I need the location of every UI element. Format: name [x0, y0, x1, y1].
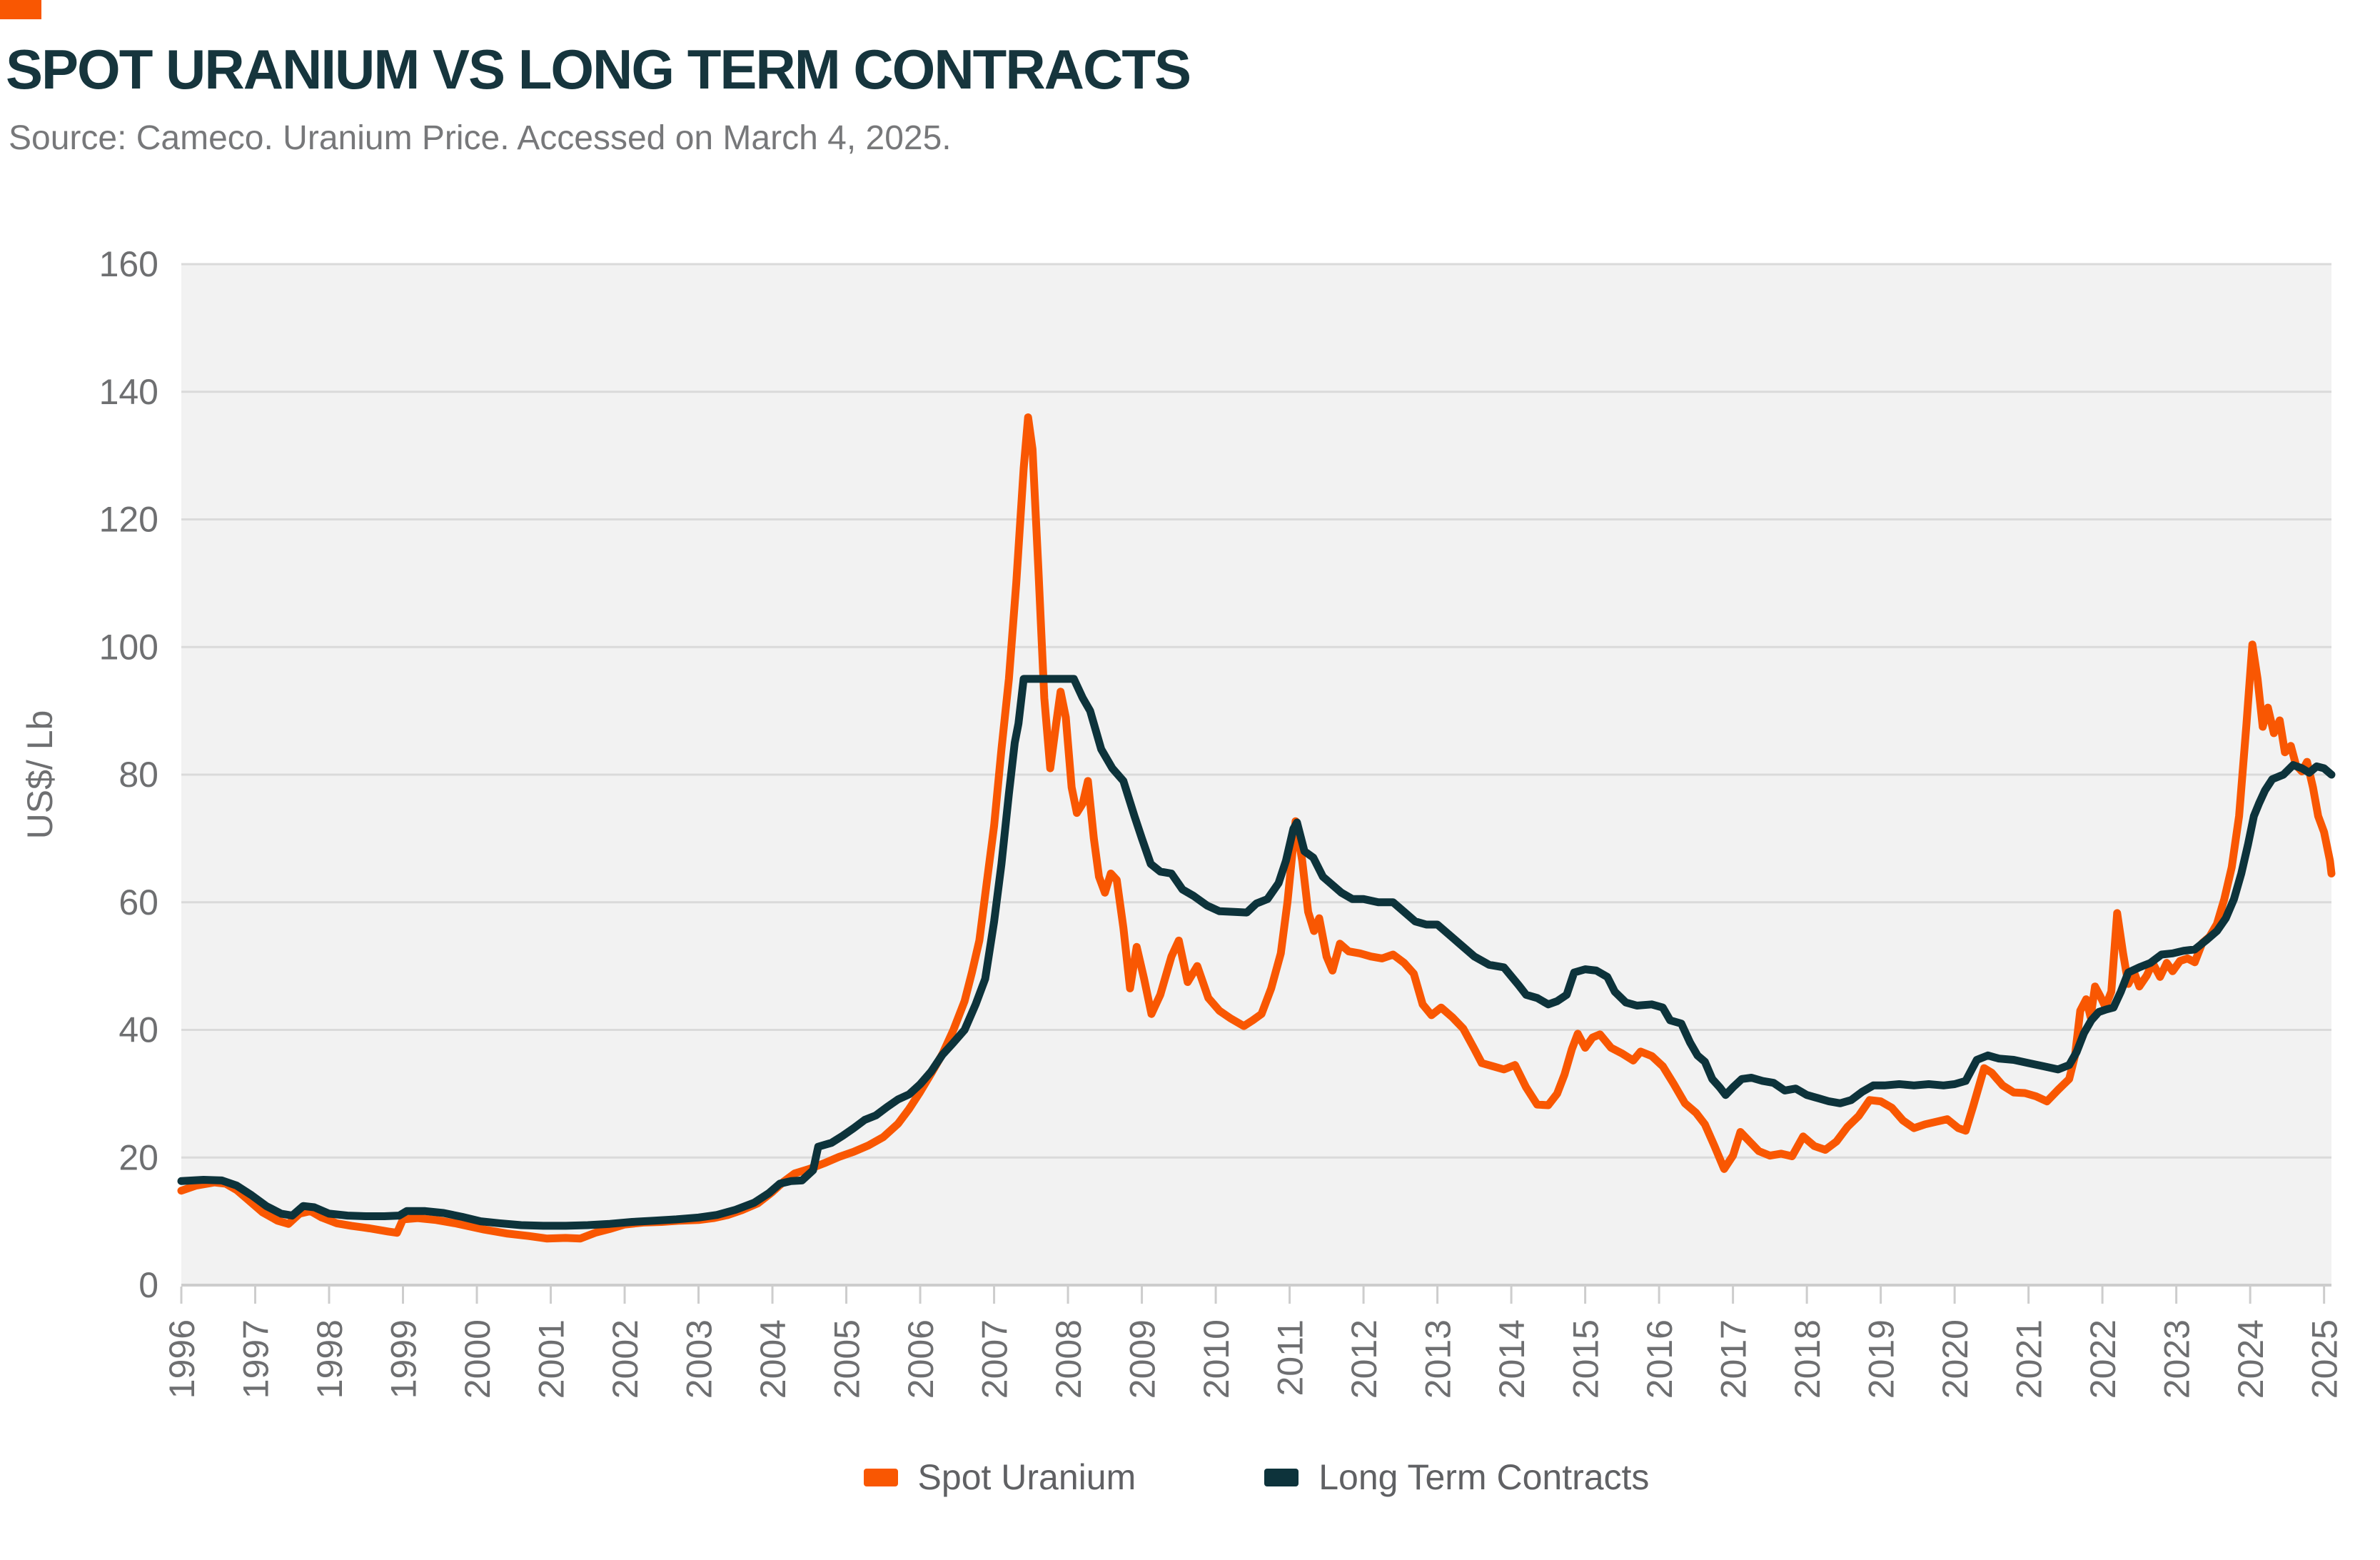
- page-title: SPOT URANIUM VS LONG TERM CONTRACTS: [6, 38, 1191, 101]
- x-tick-label: 2008: [1049, 1319, 1089, 1399]
- brand-mark: [0, 0, 41, 19]
- gridlines: [181, 263, 2331, 1159]
- y-axis-title: US$/ Lb: [20, 710, 60, 840]
- x-tick-label: 2014: [1492, 1319, 1532, 1399]
- legend-label-spot-uranium: Spot Uranium: [917, 1457, 1136, 1497]
- x-tick-label: 2005: [827, 1319, 867, 1399]
- long-term-contracts-swatch-icon: [1264, 1468, 1299, 1486]
- x-tick-label: 2009: [1123, 1319, 1163, 1399]
- x-tick-label: 2013: [1418, 1319, 1458, 1399]
- x-tick-label: 2020: [1935, 1319, 1975, 1399]
- y-tick-label: 0: [138, 1265, 158, 1305]
- x-tick-label: 2017: [1714, 1319, 1754, 1399]
- legend-label-long-term-contracts: Long Term Contracts: [1318, 1457, 1650, 1497]
- x-tick-label: 2006: [901, 1319, 941, 1399]
- x-tick-label: 1997: [236, 1319, 276, 1399]
- y-axis-tick-labels: 0 20 40 60 80 100 120 140 160: [99, 244, 158, 1305]
- x-tick-label: 2010: [1196, 1319, 1236, 1399]
- x-tick-label: 2004: [753, 1319, 793, 1399]
- x-tick-label: 2001: [532, 1319, 572, 1399]
- x-tick-label: 2011: [1271, 1319, 1311, 1397]
- y-tick-label: 40: [119, 1010, 158, 1050]
- spot-uranium-swatch-icon: [863, 1468, 898, 1486]
- source-note: Source: Cameco. Uranium Price. Accessed …: [9, 119, 952, 157]
- x-tick-label: 2022: [2083, 1319, 2123, 1399]
- x-tick-label: 2015: [1566, 1319, 1606, 1399]
- x-tick-label: 2023: [2157, 1319, 2197, 1399]
- x-tick-label: 2003: [680, 1319, 720, 1399]
- x-tick-label: 1998: [310, 1319, 350, 1399]
- x-tick-label: 2018: [1787, 1319, 1827, 1399]
- x-tick-label: 2019: [1862, 1319, 1902, 1399]
- y-tick-label: 80: [119, 755, 158, 795]
- y-tick-label: 60: [119, 882, 158, 922]
- x-tick-label: 1996: [162, 1319, 202, 1399]
- x-tick-label: 2002: [605, 1319, 645, 1399]
- y-tick-label: 140: [99, 372, 158, 412]
- y-tick-label: 20: [119, 1137, 158, 1177]
- x-tick-label: 2016: [1640, 1319, 1680, 1399]
- series-long-term-contracts: [177, 675, 2336, 1230]
- long-term-contracts-line: [177, 675, 2336, 1230]
- x-tick-label: 1999: [384, 1319, 424, 1399]
- x-tick-label: 2012: [1344, 1319, 1384, 1399]
- y-tick-label: 100: [99, 627, 158, 667]
- y-tick-label: 160: [99, 244, 158, 284]
- x-tick-label: 2021: [2010, 1319, 2049, 1399]
- x-axis: [180, 1284, 2331, 1304]
- x-tick-label: 2007: [975, 1319, 1015, 1399]
- chart-legend: Spot Uranium Long Term Contracts: [181, 1456, 2331, 1498]
- y-tick-label: 120: [99, 500, 158, 540]
- x-tick-label: 2000: [458, 1319, 498, 1399]
- legend-item-long-term-contracts: Long Term Contracts: [1264, 1456, 1649, 1498]
- x-axis-tick-labels: 1996 1997 1998 1999 2000 2001 2002 2003 2004 2005…: [162, 1319, 2345, 1399]
- x-tick-label: 2025: [2305, 1319, 2345, 1399]
- x-tick-label: 2024: [2231, 1319, 2271, 1399]
- legend-item-spot-uranium: Spot Uranium: [863, 1456, 1136, 1498]
